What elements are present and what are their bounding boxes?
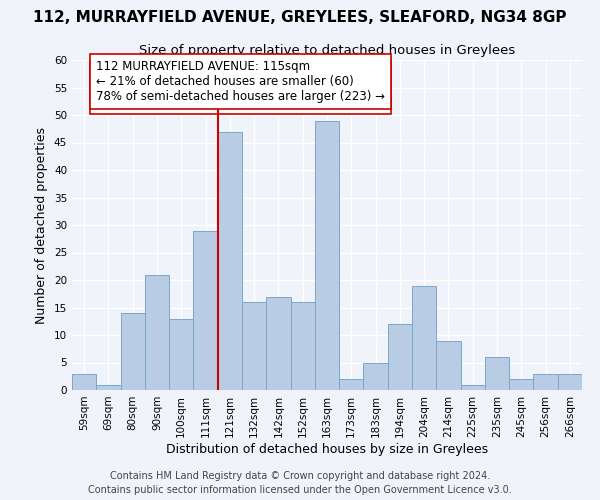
Bar <box>266 296 290 390</box>
Bar <box>388 324 412 390</box>
Text: 112, MURRAYFIELD AVENUE, GREYLEES, SLEAFORD, NG34 8GP: 112, MURRAYFIELD AVENUE, GREYLEES, SLEAF… <box>33 10 567 25</box>
Bar <box>485 357 509 390</box>
Bar <box>558 374 582 390</box>
Bar <box>339 379 364 390</box>
Text: Contains HM Land Registry data © Crown copyright and database right 2024.
Contai: Contains HM Land Registry data © Crown c… <box>88 471 512 495</box>
Bar <box>193 230 218 390</box>
Bar <box>364 362 388 390</box>
Bar <box>533 374 558 390</box>
Bar <box>315 120 339 390</box>
Bar <box>169 318 193 390</box>
Bar <box>509 379 533 390</box>
Bar <box>436 340 461 390</box>
Bar <box>412 286 436 390</box>
Bar <box>96 384 121 390</box>
Title: Size of property relative to detached houses in Greylees: Size of property relative to detached ho… <box>139 44 515 58</box>
Y-axis label: Number of detached properties: Number of detached properties <box>35 126 49 324</box>
Bar <box>242 302 266 390</box>
Bar <box>72 374 96 390</box>
Bar <box>290 302 315 390</box>
Bar <box>121 313 145 390</box>
Bar <box>218 132 242 390</box>
Bar <box>145 274 169 390</box>
Text: 112 MURRAYFIELD AVENUE: 115sqm
← 21% of detached houses are smaller (60)
78% of : 112 MURRAYFIELD AVENUE: 115sqm ← 21% of … <box>96 66 385 108</box>
Text: 112 MURRAYFIELD AVENUE: 115sqm
← 21% of detached houses are smaller (60)
78% of : 112 MURRAYFIELD AVENUE: 115sqm ← 21% of … <box>96 60 385 103</box>
Bar <box>461 384 485 390</box>
X-axis label: Distribution of detached houses by size in Greylees: Distribution of detached houses by size … <box>166 442 488 456</box>
